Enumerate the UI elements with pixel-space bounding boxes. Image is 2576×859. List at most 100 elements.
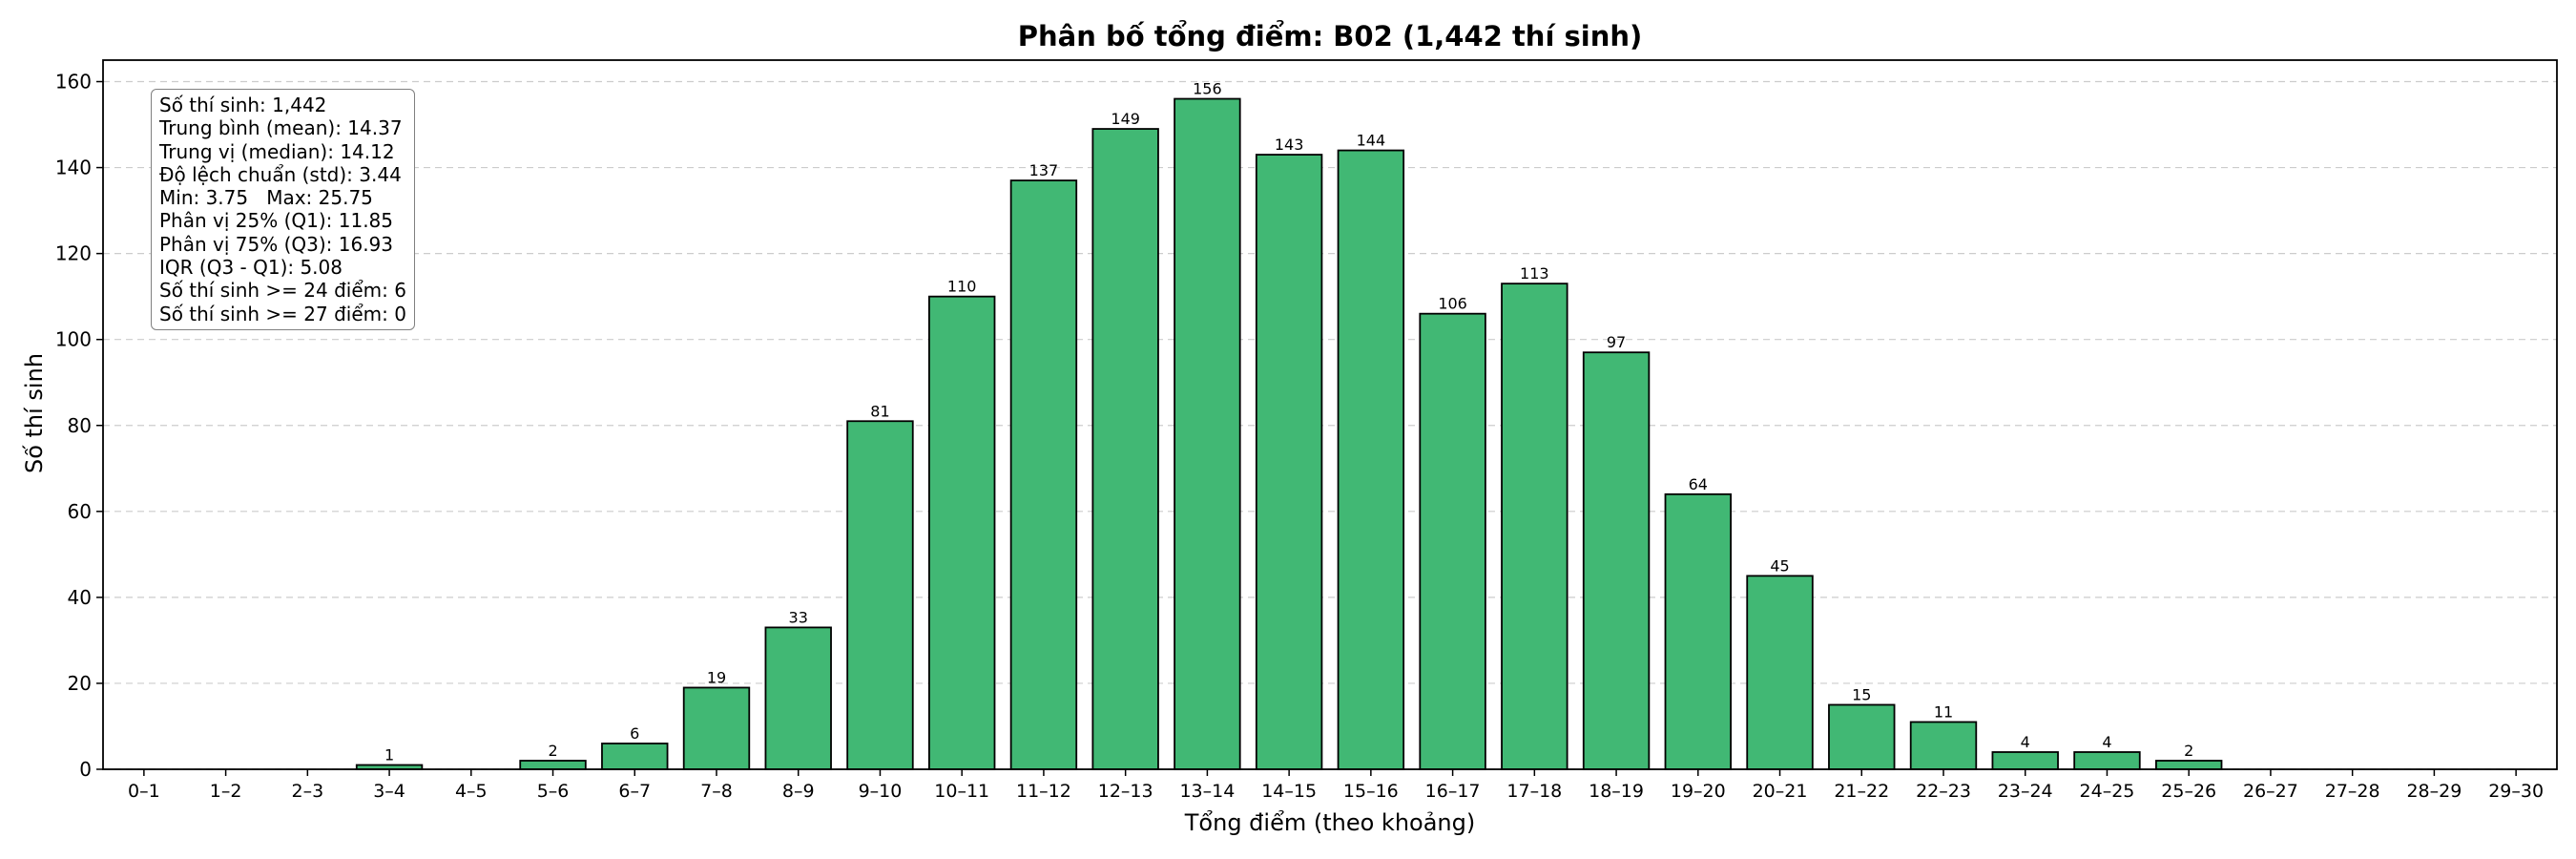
plot-frame — [102, 59, 2558, 770]
x-tick-label: 5–6 — [537, 781, 570, 802]
y-tick-label: 100 — [55, 328, 92, 351]
grid-lines — [103, 80, 2557, 770]
stats-line: Số thí sinh >= 24 điểm: 6 — [159, 279, 406, 303]
x-tick-label: 20–21 — [1753, 781, 1808, 802]
x-tick-label: 17–18 — [1506, 781, 1562, 802]
x-tick-label: 27–28 — [2325, 781, 2380, 802]
bar — [2073, 751, 2141, 770]
y-tick-label: 80 — [68, 414, 92, 437]
bar — [1664, 492, 1732, 770]
bar — [519, 760, 587, 770]
x-tick-label: 23–24 — [1998, 781, 2053, 802]
bar — [1909, 721, 1978, 770]
y-tick-label: 40 — [68, 586, 92, 609]
x-tick-label: 15–16 — [1343, 781, 1399, 802]
x-tick-label: 1–2 — [210, 781, 242, 802]
bar — [1009, 179, 1078, 770]
statistics-box: Số thí sinh: 1,442 Trung bình (mean): 14… — [151, 89, 415, 330]
data-label: 137 — [1029, 161, 1059, 179]
data-label: 4 — [2102, 733, 2111, 751]
data-label: 1 — [384, 745, 394, 764]
bar — [682, 686, 751, 770]
x-tick-label: 19–20 — [1671, 781, 1726, 802]
y-tick-label: 160 — [55, 71, 92, 94]
data-label: 19 — [707, 668, 726, 686]
data-label: 149 — [1111, 110, 1140, 128]
x-tick-label: 4–5 — [455, 781, 488, 802]
y-axis-label: Số thí sinh — [21, 353, 48, 473]
x-tick-label: 18–19 — [1589, 781, 1644, 802]
stats-line: IQR (Q3 - Q1): 5.08 — [159, 256, 343, 280]
x-tick-label: 26–27 — [2243, 781, 2298, 802]
y-tick-label: 60 — [68, 500, 92, 523]
x-tick-label: 21–22 — [1834, 781, 1889, 802]
x-tick-label: 29–30 — [2488, 781, 2544, 802]
x-tick-label: 3–4 — [373, 781, 405, 802]
x-tick-label: 6–7 — [618, 781, 651, 802]
chart-title: Phân bố tổng điểm: B02 (1,442 thí sinh) — [1018, 20, 1642, 52]
x-tick-label: 13–14 — [1179, 781, 1235, 802]
data-label: 15 — [1852, 685, 1871, 703]
stats-line: Độ lệch chuẩn (std): 3.44 — [159, 162, 402, 186]
stats-line: Phân vị 25% (Q1): 11.85 — [159, 209, 394, 233]
bar — [1255, 154, 1323, 770]
x-tick-label: 28–29 — [2406, 781, 2462, 802]
data-label: 6 — [630, 724, 639, 743]
data-label: 64 — [1689, 475, 1708, 493]
bar — [1501, 283, 1568, 770]
bar — [1174, 97, 1241, 770]
bar — [928, 295, 996, 770]
axes: 0 20 40 60 80 100 120 140 160 0–1 1–2 2–3 3–4 4–5 5–6 6… — [55, 59, 2558, 802]
data-label: 2 — [548, 742, 557, 760]
data-label: 33 — [789, 608, 808, 626]
bar — [764, 626, 832, 770]
bar — [846, 420, 914, 770]
bar — [1991, 751, 2059, 770]
y-tick-label: 140 — [55, 157, 92, 179]
stats-line: Số thí sinh: 1,442 — [159, 94, 327, 116]
bar — [1337, 149, 1405, 770]
bars — [355, 97, 2223, 770]
bar — [2155, 760, 2223, 770]
data-label: 81 — [870, 402, 889, 420]
stats-line: Min: 3.75 Max: 25.75 — [159, 186, 373, 210]
data-label: 156 — [1193, 80, 1222, 98]
bar — [1828, 703, 1896, 770]
stats-line: Số thí sinh >= 27 điểm: 0 — [159, 302, 406, 325]
bar — [1582, 351, 1651, 770]
data-label: 4 — [2021, 733, 2030, 751]
x-tick-label: 12–13 — [1098, 781, 1153, 802]
bar — [1419, 312, 1486, 770]
data-label: 45 — [1770, 556, 1789, 575]
data-label: 11 — [1934, 702, 1953, 721]
y-tick-label: 120 — [55, 242, 92, 265]
x-tick-label: 14–15 — [1261, 781, 1317, 802]
data-label: 113 — [1520, 264, 1549, 283]
x-tick-label: 22–23 — [1916, 781, 1971, 802]
data-label: 106 — [1438, 295, 1467, 313]
x-tick-label: 9–10 — [859, 781, 903, 802]
x-tick-label: 0–1 — [128, 781, 160, 802]
stats-line: Trung vị (median): 14.12 — [159, 139, 395, 163]
data-label: 2 — [2184, 742, 2193, 760]
x-tick-label: 16–17 — [1425, 781, 1481, 802]
data-label: 97 — [1607, 333, 1626, 351]
stats-line: Trung bình (mean): 14.37 — [159, 116, 403, 140]
x-tick-label: 8–9 — [782, 781, 815, 802]
y-tick-label: 20 — [68, 672, 92, 695]
y-tick-label: 0 — [79, 758, 92, 781]
data-label: 110 — [947, 278, 977, 296]
x-tick-label: 24–25 — [2080, 781, 2135, 802]
bar — [601, 743, 669, 770]
data-label: 144 — [1357, 132, 1386, 150]
x-tick-label: 11–12 — [1016, 781, 1071, 802]
data-labels: 1 2 6 19 33 81 110 137 149 156 143 144 106 113 97 64 45 1… — [384, 80, 2193, 765]
x-tick-label: 10–11 — [934, 781, 989, 802]
data-label: 143 — [1275, 136, 1304, 154]
x-axis-label: Tổng điểm (theo khoảng) — [1184, 809, 1475, 836]
bar — [1746, 575, 1814, 770]
x-tick-label: 25–26 — [2161, 781, 2216, 802]
stats-line: Phân vị 75% (Q3): 16.93 — [159, 232, 394, 256]
